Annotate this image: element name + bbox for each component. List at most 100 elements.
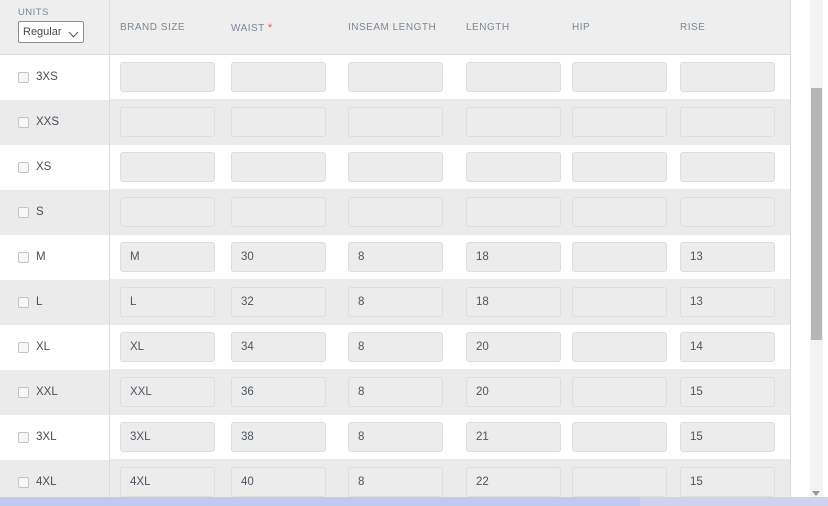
cell-input-hip[interactable] [572, 377, 667, 407]
cell-input-rise[interactable] [680, 62, 775, 92]
cell-input-rise[interactable] [680, 152, 775, 182]
row-checkbox[interactable] [18, 116, 29, 128]
cell-input-brand_size[interactable]: XL [120, 332, 215, 362]
cell-input-waist[interactable]: 30 [231, 242, 326, 272]
row-label-xs: XS [0, 144, 110, 190]
cell-input-brand_size[interactable] [120, 197, 215, 227]
cell-input-length[interactable]: 20 [466, 377, 561, 407]
vertical-scrollbar[interactable] [810, 0, 823, 498]
row-checkbox[interactable] [18, 206, 29, 218]
cell-input-hip[interactable] [572, 62, 667, 92]
cell-input-rise[interactable]: 13 [680, 242, 775, 272]
cell-input-hip[interactable] [572, 422, 667, 452]
cell-wrapper [568, 467, 676, 497]
horizontal-scrollbar[interactable] [0, 497, 828, 506]
cell-wrapper: 8 [344, 332, 462, 362]
cell-input-length[interactable] [466, 62, 561, 92]
scroll-down-arrow-icon[interactable] [812, 491, 820, 496]
cell-input-rise[interactable]: 13 [680, 287, 775, 317]
row-checkbox[interactable] [18, 386, 29, 398]
cell-input-inseam_length[interactable]: 8 [348, 332, 443, 362]
row-checkbox[interactable] [18, 341, 29, 353]
cell-input-hip[interactable] [572, 287, 667, 317]
row-checkbox[interactable] [18, 71, 29, 83]
row-size-label: 3XS [36, 70, 58, 83]
cell-input-length[interactable] [466, 152, 561, 182]
cell-wrapper [462, 107, 568, 137]
cell-input-length[interactable] [466, 197, 561, 227]
cell-input-length[interactable]: 18 [466, 242, 561, 272]
cell-input-hip[interactable] [572, 152, 667, 182]
cell-input-hip[interactable] [572, 332, 667, 362]
cell-input-brand_size[interactable]: M [120, 242, 215, 272]
cell-input-brand_size[interactable] [120, 152, 215, 182]
row-size-label: XS [36, 160, 52, 173]
cell-input-brand_size[interactable] [120, 107, 215, 137]
cell-input-waist[interactable] [231, 197, 326, 227]
cell-input-length[interactable] [466, 107, 561, 137]
cell-input-waist[interactable]: 32 [231, 287, 326, 317]
table-row: XL XL 34 8 20 14 [0, 324, 790, 370]
cell-input-waist[interactable]: 38 [231, 422, 326, 452]
cell-input-inseam_length[interactable] [348, 107, 443, 137]
row-size-label: XXL [36, 385, 58, 398]
cell-input-waist[interactable] [231, 152, 326, 182]
cell-input-brand_size[interactable]: 3XL [120, 422, 215, 452]
cell-input-length[interactable]: 22 [466, 467, 561, 497]
cell-input-length[interactable]: 20 [466, 332, 561, 362]
row-checkbox[interactable] [18, 431, 29, 443]
cell-input-brand_size[interactable]: L [120, 287, 215, 317]
cell-input-hip[interactable] [572, 197, 667, 227]
row-checkbox[interactable] [18, 251, 29, 263]
row-checkbox[interactable] [18, 476, 29, 488]
row-size-label: 4XL [36, 475, 57, 488]
cell-input-inseam_length[interactable] [348, 152, 443, 182]
cell-input-brand_size[interactable]: 4XL [120, 467, 215, 497]
cell-input-rise[interactable]: 15 [680, 422, 775, 452]
cell-input-waist[interactable] [231, 62, 326, 92]
cell-wrapper: 40 [227, 467, 344, 497]
column-header-label: LENGTH [466, 22, 510, 33]
cell-input-waist[interactable]: 36 [231, 377, 326, 407]
cell-input-rise[interactable]: 14 [680, 332, 775, 362]
units-select[interactable]: Regular [18, 21, 84, 43]
table-row: XS [0, 144, 790, 190]
cell-wrapper [568, 242, 676, 272]
cell-input-inseam_length[interactable]: 8 [348, 287, 443, 317]
cell-input-hip[interactable] [572, 107, 667, 137]
cell-input-length[interactable]: 21 [466, 422, 561, 452]
cell-input-brand_size[interactable]: XXL [120, 377, 215, 407]
row-label-xxs: XXS [0, 99, 110, 145]
table-row: 4XL 4XL 40 8 22 15 [0, 459, 790, 498]
cell-input-brand_size[interactable] [120, 62, 215, 92]
row-cells: 3XL 38 8 21 15 [110, 422, 790, 452]
cell-input-rise[interactable] [680, 107, 775, 137]
cell-input-waist[interactable]: 34 [231, 332, 326, 362]
row-checkbox[interactable] [18, 161, 29, 173]
cell-wrapper [568, 422, 676, 452]
table-row: M M 30 8 18 13 [0, 234, 790, 280]
row-size-label: M [36, 250, 46, 263]
cell-input-rise[interactable] [680, 197, 775, 227]
cell-input-rise[interactable]: 15 [680, 377, 775, 407]
cell-input-inseam_length[interactable]: 8 [348, 422, 443, 452]
row-checkbox[interactable] [18, 296, 29, 308]
cell-wrapper [568, 152, 676, 182]
vertical-scrollbar-thumb[interactable] [811, 88, 822, 340]
cell-input-waist[interactable]: 40 [231, 467, 326, 497]
cell-input-waist[interactable] [231, 107, 326, 137]
cell-wrapper: 13 [676, 242, 781, 272]
cell-input-inseam_length[interactable]: 8 [348, 377, 443, 407]
horizontal-scrollbar-thumb[interactable] [0, 497, 640, 506]
units-select-value: Regular [23, 26, 62, 38]
cell-input-hip[interactable] [572, 467, 667, 497]
cell-input-hip[interactable] [572, 242, 667, 272]
cell-wrapper: 14 [676, 332, 781, 362]
cell-input-rise[interactable]: 15 [680, 467, 775, 497]
cell-wrapper [462, 62, 568, 92]
cell-input-inseam_length[interactable] [348, 197, 443, 227]
cell-input-inseam_length[interactable] [348, 62, 443, 92]
cell-input-length[interactable]: 18 [466, 287, 561, 317]
cell-input-inseam_length[interactable]: 8 [348, 467, 443, 497]
cell-input-inseam_length[interactable]: 8 [348, 242, 443, 272]
